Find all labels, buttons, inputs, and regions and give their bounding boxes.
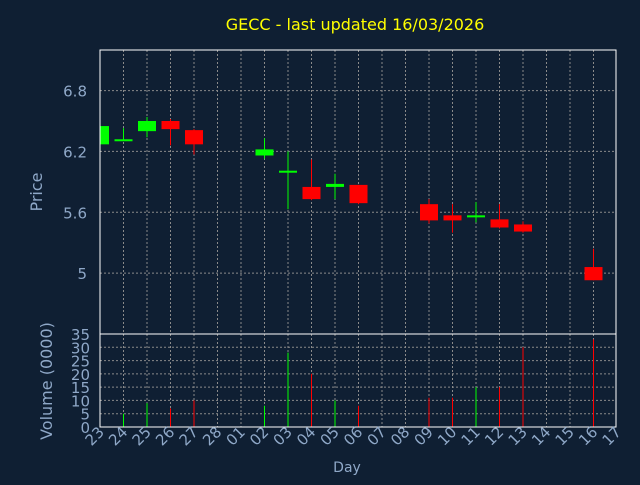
candle-body xyxy=(349,184,368,204)
candle-body xyxy=(467,215,485,218)
volume-panel-frame xyxy=(99,333,617,428)
volume-bars xyxy=(123,339,594,427)
candle-02 xyxy=(255,138,274,159)
candle-body xyxy=(100,126,109,145)
x-axis-label: Day xyxy=(333,460,361,476)
price-tick-label: 6.8 xyxy=(63,83,87,101)
candle-23 xyxy=(100,126,109,147)
candle-body xyxy=(326,183,344,187)
candle-body xyxy=(114,139,133,142)
price-axis-label: Price xyxy=(27,172,46,211)
volume-tick-label: 35 xyxy=(71,326,90,344)
candle-26 xyxy=(161,118,180,146)
candle-16 xyxy=(584,248,603,281)
candle-body xyxy=(443,215,462,221)
price-gridlines xyxy=(100,50,616,334)
candle-25 xyxy=(138,116,156,138)
candle-body xyxy=(138,121,156,132)
candle-04 xyxy=(302,159,321,201)
candle-body xyxy=(161,121,180,130)
price-tick-label: 5.6 xyxy=(63,204,87,222)
candle-10 xyxy=(443,204,462,233)
volume-tick-label: 20 xyxy=(71,366,90,384)
candle-06 xyxy=(349,184,368,205)
candle-body xyxy=(302,186,321,200)
candle-body xyxy=(490,219,509,228)
volume-axis-label: Volume (0000) xyxy=(37,322,56,440)
candle-27 xyxy=(185,129,203,155)
candle-body xyxy=(420,204,438,221)
candle-12 xyxy=(490,204,509,229)
x-axis-ticks: 2324252627280102030405060708091011121314… xyxy=(82,423,625,449)
candle-body xyxy=(255,149,274,156)
candle-13 xyxy=(514,221,532,233)
price-tick-label: 6.2 xyxy=(63,143,87,161)
candle-11 xyxy=(467,202,485,223)
candle-09 xyxy=(420,199,438,224)
volume-tick-label: 10 xyxy=(71,392,90,410)
volume-tick-label: 30 xyxy=(71,339,90,357)
chart-title: GECC - last updated 16/03/2026 xyxy=(226,15,485,34)
price-candles xyxy=(100,116,603,281)
candle-body xyxy=(279,170,297,173)
candle-body xyxy=(584,267,603,281)
candle-03 xyxy=(279,151,297,210)
volume-tick-label: 5 xyxy=(80,406,90,424)
volume-tick-label: 15 xyxy=(71,379,90,397)
price-tick-label: 5 xyxy=(77,265,87,283)
volume-tick-label: 25 xyxy=(71,353,90,371)
candle-05 xyxy=(326,173,344,200)
candle-body xyxy=(514,224,532,232)
volume-tick-label: 0 xyxy=(80,419,90,437)
candle-body xyxy=(185,130,203,145)
price-axis-ticks: 5 5.6 6.2 6.8 xyxy=(63,83,87,284)
candle-24 xyxy=(114,128,133,142)
